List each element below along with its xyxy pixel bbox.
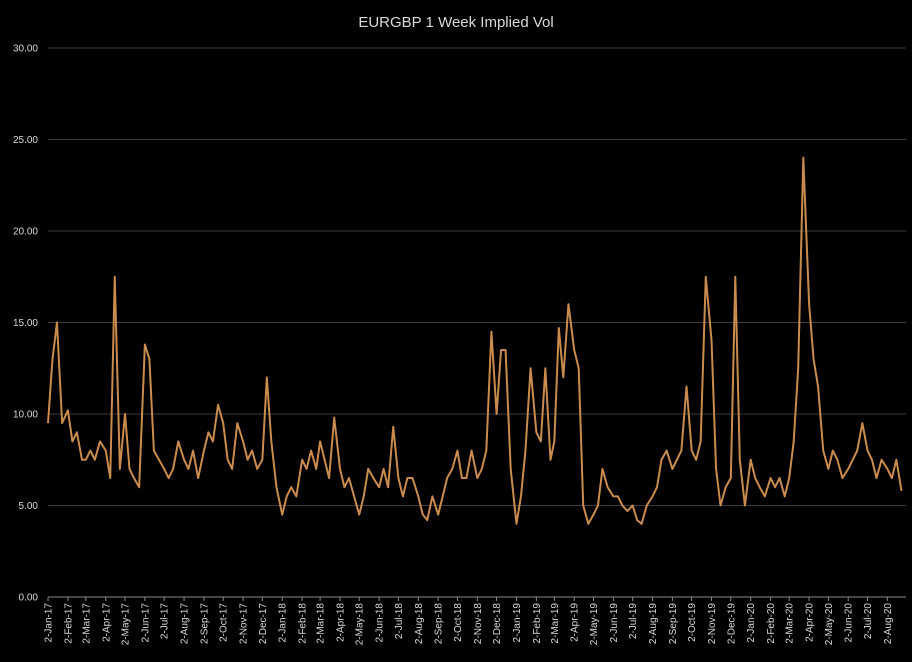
x-tick-label: 2-Apr-20 (805, 603, 816, 642)
x-tick-label: 2-Aug-18 (414, 603, 425, 645)
x-tick-label: 2-Apr-17 (101, 603, 112, 642)
x-tick-label: 2-May-18 (355, 603, 366, 646)
y-tick-label: 25.00 (13, 135, 38, 146)
x-tick-label: 2-Jul-18 (394, 603, 405, 640)
x-tick-label: 2-Nov-18 (473, 603, 484, 645)
x-tick-label: 2-May-20 (824, 603, 835, 646)
y-tick-label: 10.00 (13, 410, 38, 421)
x-tick-label: 2-Jun-18 (375, 603, 386, 643)
y-tick-label: 0.00 (19, 593, 39, 604)
y-tick-label: 20.00 (13, 227, 38, 238)
x-tick-label: 2-Mar-20 (785, 603, 796, 644)
x-tick-label: 2-Sep-19 (668, 603, 679, 645)
x-tick-label: 2-Apr-19 (570, 603, 581, 642)
x-tick-label: 2-Sep-17 (199, 603, 210, 645)
x-tick-label: 2-Jan-18 (278, 603, 289, 643)
x-tick-label: 2-Jan-20 (746, 603, 757, 643)
series-line (47, 156, 903, 525)
y-tick-label: 30.00 (13, 44, 38, 55)
x-tick-label: 2-Mar-18 (316, 603, 327, 644)
x-tick-label: 2-Jun-19 (609, 603, 620, 643)
x-tick-label: 2-Oct-18 (453, 603, 464, 642)
x-tick-label: 2-Aug-20 (883, 603, 894, 645)
x-tick-label: 2-Dec-17 (258, 603, 269, 645)
x-tick-label: 2-May-17 (121, 603, 132, 646)
x-tick-label: 2-Jul-19 (628, 603, 639, 640)
x-tick-label: 2-May-19 (589, 603, 600, 646)
chart-title: EURGBP 1 Week Implied Vol (358, 14, 553, 31)
x-tick-label: 2-Sep-18 (434, 603, 445, 645)
x-tick-label: 2-Nov-19 (707, 603, 718, 645)
x-tick-label: 2-Apr-18 (335, 603, 346, 642)
x-tick-label: 2-Mar-17 (81, 603, 92, 644)
x-tick-label: 2-Feb-17 (63, 603, 74, 644)
x-tick-label: 2-Oct-19 (687, 603, 698, 642)
x-tick-label: 2-Aug-17 (180, 603, 191, 645)
x-tick-label: 2-Feb-19 (532, 603, 543, 644)
x-tick-label: 2-Jul-20 (863, 603, 874, 640)
x-tick-label: 2-Feb-18 (298, 603, 309, 644)
x-tick-label: 2-Jun-20 (844, 603, 855, 643)
x-tick-label: 2-Aug-19 (648, 603, 659, 645)
x-tick-label: 2-Feb-20 (766, 603, 777, 644)
y-tick-label: 15.00 (13, 318, 38, 329)
x-tick-label: 2-Jul-17 (160, 603, 171, 640)
x-tick-label: 2-Jan-19 (512, 603, 523, 643)
x-tick-label: 2-Dec-19 (726, 603, 737, 645)
y-tick-label: 5.00 (19, 501, 39, 512)
x-tick-label: 2-Dec-18 (492, 603, 503, 645)
x-tick-label: 2-Jan-17 (44, 603, 55, 643)
x-tick-label: 2-Jun-17 (140, 603, 151, 643)
x-tick-label: 2-Mar-19 (550, 603, 561, 644)
x-tick-label: 2-Oct-17 (219, 603, 230, 642)
x-tick-label: 2-Nov-17 (239, 603, 250, 645)
